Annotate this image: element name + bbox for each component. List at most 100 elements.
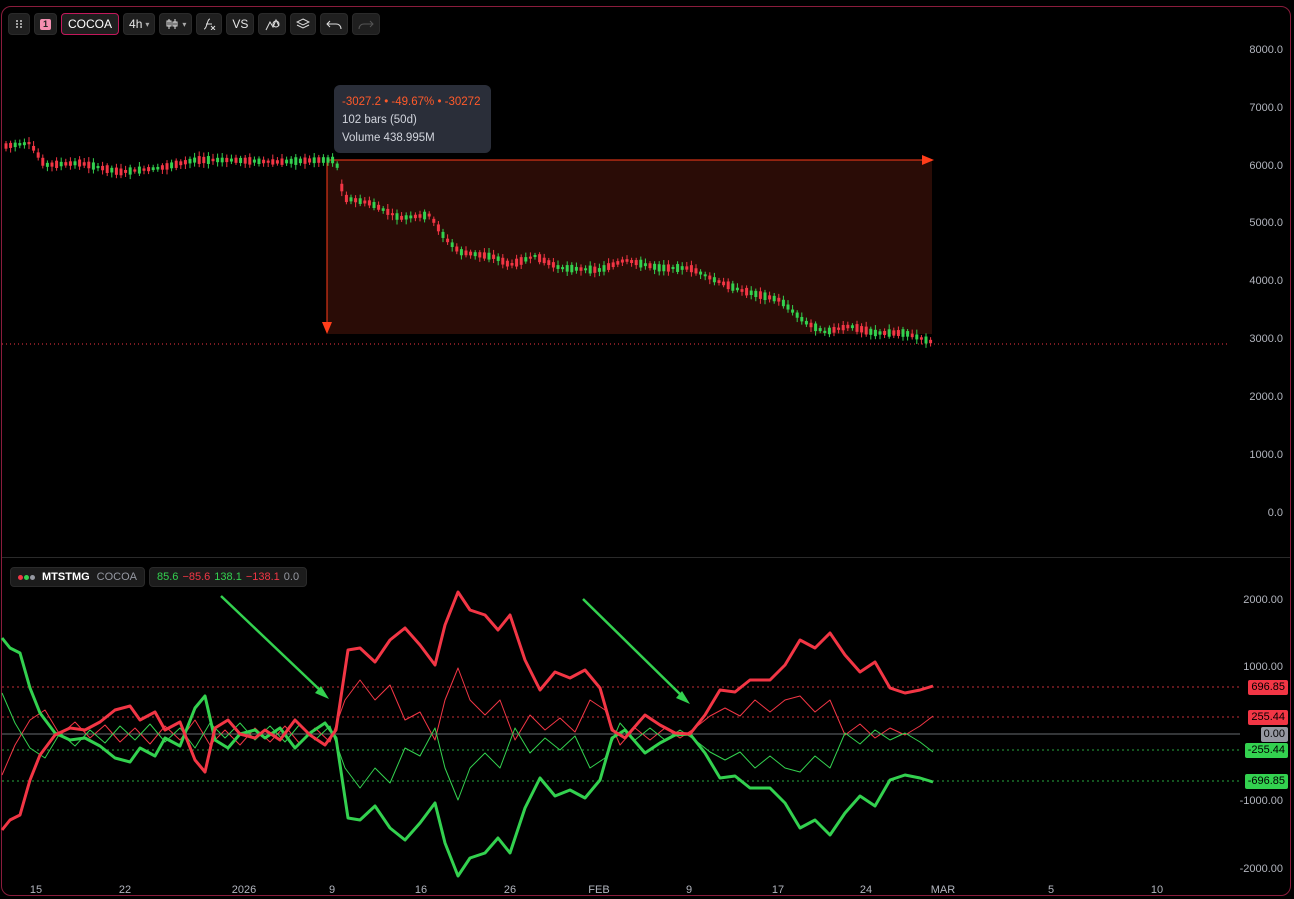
indicators-button[interactable] (196, 13, 223, 35)
compare-button[interactable]: VS (226, 13, 255, 35)
candle-body (777, 297, 781, 302)
candle-body (804, 320, 808, 325)
candle-body (887, 329, 891, 337)
candle-body (170, 162, 174, 169)
candle-body (377, 204, 381, 210)
candle-body (850, 325, 854, 329)
candle-body (436, 224, 440, 232)
undo-button[interactable] (320, 13, 349, 35)
candle-body (9, 142, 13, 148)
candle-body (179, 161, 183, 166)
indicator-axis: 2000.00 1000.00 -1000.00 -2000.00 (1240, 594, 1283, 875)
time-axis: 15 22 2026 9 16 26 FEB 9 17 24 MAR 5 10 (30, 884, 1163, 896)
price-tick-label: 3000.0 (1249, 333, 1283, 345)
candle-body (602, 265, 606, 272)
undo-icon (326, 20, 342, 30)
interval-button[interactable]: 4h ▾ (123, 13, 156, 35)
candle-body (50, 162, 54, 167)
measure-change: -3027.2 • -49.67% • -30272 (342, 96, 481, 108)
indicator-tick-label: -1000.00 (1240, 795, 1283, 807)
candle-body (487, 252, 491, 260)
chevron-down-icon: ▾ (182, 19, 187, 29)
interval-label: 4h (129, 17, 143, 31)
candle-body (303, 157, 307, 164)
candle-body (165, 163, 169, 170)
indicator-tick-label: -2000.00 (1240, 863, 1283, 875)
candle-body (464, 250, 468, 256)
candle-body (404, 215, 408, 220)
time-tick-label: 9 (686, 884, 692, 896)
candle-body (818, 328, 822, 332)
candle-body (878, 331, 882, 335)
candle-body (312, 157, 316, 164)
candle-body (119, 168, 123, 176)
green-thin-line (1, 692, 934, 801)
candle-body (694, 268, 698, 274)
candle-body (588, 265, 592, 274)
grip-icon[interactable] (8, 13, 30, 35)
candle-body (703, 274, 707, 277)
green-thick-line (0, 637, 934, 878)
candle-body (492, 254, 496, 259)
layers-button[interactable] (290, 13, 317, 35)
candle-body (906, 331, 910, 337)
candle-body (929, 339, 933, 344)
price-tick-label: 5000.0 (1249, 217, 1283, 229)
candle-body (22, 142, 26, 146)
candle-body (59, 161, 63, 167)
chart-type-button[interactable]: ▾ (159, 13, 193, 35)
indicator-title[interactable]: MTSTMG COCOA (10, 567, 146, 587)
alert-button[interactable] (258, 13, 287, 35)
candle-body (827, 327, 831, 335)
candle-body (229, 158, 233, 162)
price-tick-label: 7000.0 (1249, 102, 1283, 114)
candle-body (772, 295, 776, 302)
candles-icon (166, 19, 178, 29)
candle-body (786, 304, 790, 310)
level-tag: 0.00 (1260, 727, 1288, 742)
candle-body (73, 161, 77, 166)
indicator-dots-icon (18, 574, 35, 580)
price-tick-label: 4000.0 (1249, 275, 1283, 287)
tab-number-badge[interactable]: 1 (34, 13, 57, 35)
candle-body (294, 157, 298, 165)
candle-body (55, 160, 59, 168)
candle-body (482, 252, 486, 259)
candle-body (18, 143, 22, 146)
candle-body (662, 264, 666, 272)
candle-body (809, 322, 813, 328)
symbol-button[interactable]: COCOA (61, 13, 120, 35)
candle-body (763, 292, 767, 301)
candle-body (620, 259, 624, 263)
candle-body (768, 295, 772, 300)
candle-body (234, 157, 238, 163)
candle-body (542, 257, 546, 264)
candle-body (469, 251, 473, 256)
indicator-values: 85.6 −85.6 138.1 −138.1 0.0 (149, 567, 308, 587)
level-tag: 696.85 (1248, 680, 1288, 695)
candle-body (32, 145, 36, 151)
indicators-icon (204, 18, 216, 30)
redo-button[interactable] (352, 13, 381, 35)
measure-down-arrowhead (322, 322, 332, 334)
annotation-arrowhead-2 (676, 691, 690, 704)
level-tag: -255.44 (1244, 743, 1288, 758)
indicator-value: 85.6 (157, 571, 179, 583)
candle-body (892, 330, 896, 336)
time-tick-label: 5 (1048, 884, 1054, 896)
candle-body (395, 213, 399, 220)
candle-body (197, 156, 201, 164)
time-tick-label: MAR (931, 884, 956, 896)
candle-body (239, 157, 243, 164)
candle-body (657, 264, 661, 272)
candle-body (841, 325, 845, 331)
candle-body (901, 329, 905, 337)
candle-body (427, 213, 431, 217)
candle-body (326, 157, 330, 163)
measure-tooltip: -3027.2 • -49.67% • -30272 102 bars (50d… (334, 85, 491, 153)
candle-body (823, 330, 827, 333)
candle-body (616, 261, 620, 265)
time-tick-label: 9 (329, 884, 335, 896)
candle-body (68, 161, 72, 166)
